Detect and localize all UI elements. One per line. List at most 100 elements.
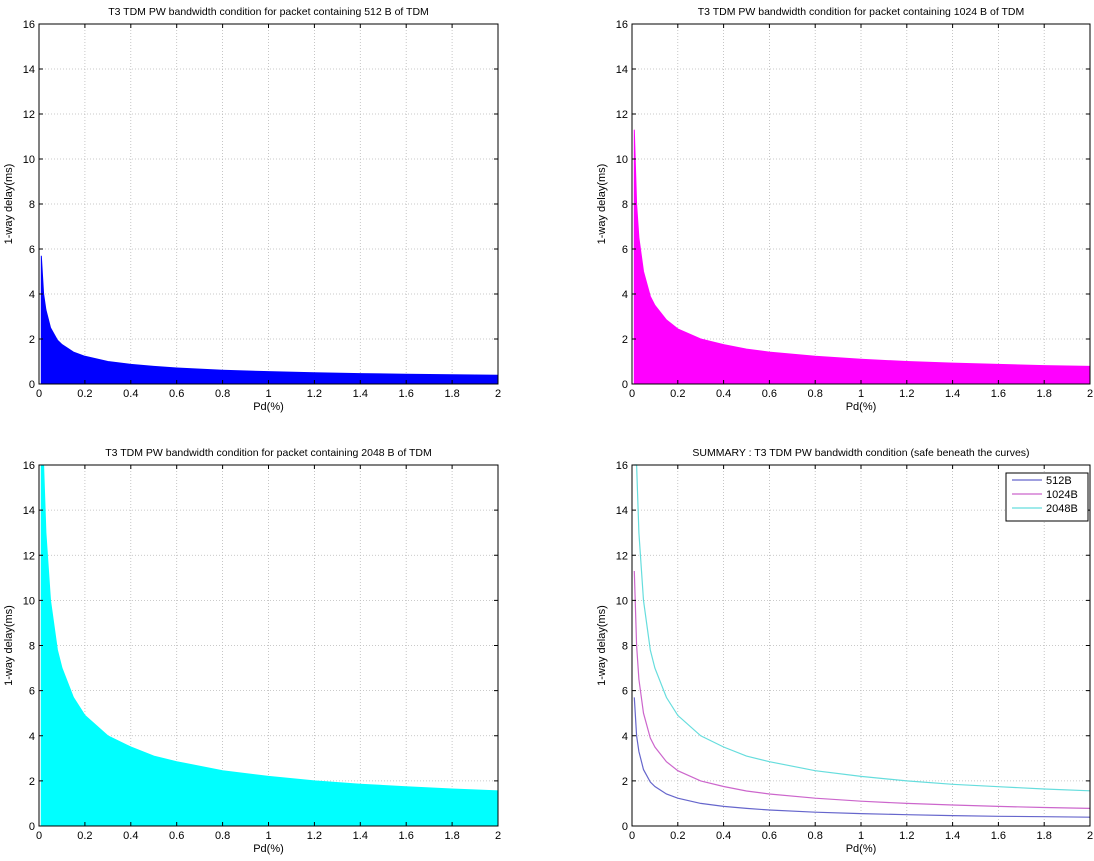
x-tick-label: 0.6 xyxy=(762,830,777,842)
x-tick-label: 2 xyxy=(1087,830,1093,842)
x-tick-label: 1 xyxy=(265,388,271,400)
legend: 512B 1024B 2048B xyxy=(1005,472,1089,522)
x-tick-label: 1.8 xyxy=(1037,830,1052,842)
x-tick-label: 0.8 xyxy=(215,388,230,400)
x-tick-label: 2 xyxy=(1087,388,1093,400)
x-tick-label: 1.8 xyxy=(444,388,459,400)
x-tick-label: 2 xyxy=(495,388,501,400)
y-tick-label: 2 xyxy=(622,334,628,346)
x-tick-label: 0.4 xyxy=(716,830,731,842)
chart-2: 0 0.2 0.4 0.6 0.8 1 1.2 1.4 1.6 1.8 2 0 2 4 6 8 10 12 14 16… xyxy=(596,6,1093,413)
x-tick-label: 1.8 xyxy=(444,830,459,842)
x-axis-label: Pd(%) xyxy=(846,401,877,413)
x-tick-label: 0.2 xyxy=(77,388,92,400)
legend-box xyxy=(1005,472,1089,522)
x-tick-label: 0.4 xyxy=(123,388,138,400)
x-axis-label: Pd(%) xyxy=(253,843,284,855)
chart-1: 0 0.2 0.4 0.6 0.8 1 1.2 1.4 1.6 1.8 2 0 2 4 6 8 10 12 14 16… xyxy=(3,6,501,413)
y-axis-label: 1-way delay(ms) xyxy=(596,164,608,245)
y-tick-label: 6 xyxy=(29,244,35,256)
x-tick-label: 1.2 xyxy=(899,388,914,400)
x-tick-label: 2 xyxy=(495,830,501,842)
x-tick-label: 0.6 xyxy=(762,388,777,400)
x-tick-label: 0.6 xyxy=(169,830,184,842)
x-tick-label: 1.6 xyxy=(991,388,1006,400)
x-tick-label: 0.2 xyxy=(77,830,92,842)
y-tick-label: 16 xyxy=(616,19,628,31)
series-area-1 xyxy=(40,464,499,827)
x-tick-label: 1.4 xyxy=(945,388,960,400)
y-tick-label: 16 xyxy=(616,460,628,472)
y-tick-label: 16 xyxy=(23,460,35,472)
y-tick-label: 10 xyxy=(23,595,35,607)
chart-title: SUMMARY : T3 TDM PW bandwidth condition … xyxy=(692,447,1029,459)
y-tick-label: 0 xyxy=(622,379,628,391)
x-tick-label: 0.8 xyxy=(808,830,823,842)
x-tick-label: 1.2 xyxy=(899,830,914,842)
y-tick-label: 14 xyxy=(23,505,35,517)
chart-4: 0 0.2 0.4 0.6 0.8 1 1.2 1.4 1.6 1.8 2 0 2 4 6 8 10 12 14 16… xyxy=(596,447,1093,855)
x-tick-label: 1.8 xyxy=(1037,388,1052,400)
y-tick-label: 2 xyxy=(29,776,35,788)
x-tick-label: 1.4 xyxy=(945,830,960,842)
x-axis-label: Pd(%) xyxy=(846,843,877,855)
y-tick-label: 10 xyxy=(616,595,628,607)
y-tick-label: 0 xyxy=(29,821,35,833)
y-tick-label: 2 xyxy=(29,334,35,346)
y-tick-label: 14 xyxy=(616,505,628,517)
x-tick-label: 1 xyxy=(858,388,864,400)
x-tick-label: 0 xyxy=(36,388,42,400)
x-tick-label: 0.6 xyxy=(169,388,184,400)
y-tick-label: 10 xyxy=(23,154,35,166)
series-area-1 xyxy=(633,129,1091,385)
y-tick-label: 4 xyxy=(622,289,628,301)
x-tick-label: 1.6 xyxy=(991,830,1006,842)
y-tick-label: 4 xyxy=(29,289,35,301)
legend-label: 1024B xyxy=(1046,489,1078,501)
y-tick-label: 8 xyxy=(622,199,628,211)
x-tick-label: 0 xyxy=(629,830,635,842)
y-tick-label: 12 xyxy=(23,550,35,562)
y-tick-label: 10 xyxy=(616,154,628,166)
legend-label: 512B xyxy=(1046,475,1072,487)
x-tick-label: 0.4 xyxy=(716,388,731,400)
chart-title: T3 TDM PW bandwidth condition for packet… xyxy=(105,447,431,459)
x-tick-label: 1.4 xyxy=(353,830,368,842)
y-axis-label: 1-way delay(ms) xyxy=(596,605,608,686)
y-axis-label: 1-way delay(ms) xyxy=(3,605,15,686)
x-tick-label: 1.4 xyxy=(353,388,368,400)
y-tick-label: 12 xyxy=(23,109,35,121)
chart-title: T3 TDM PW bandwidth condition for packet… xyxy=(698,6,1024,18)
x-tick-label: 0 xyxy=(36,830,42,842)
y-tick-label: 4 xyxy=(29,731,35,743)
y-tick-label: 16 xyxy=(23,19,35,31)
x-tick-label: 1.2 xyxy=(307,388,322,400)
y-tick-label: 8 xyxy=(29,199,35,211)
y-tick-label: 6 xyxy=(29,686,35,698)
y-tick-label: 0 xyxy=(622,821,628,833)
series-line-1 xyxy=(633,697,1091,818)
x-tick-label: 1 xyxy=(265,830,271,842)
y-axis-label: 1-way delay(ms) xyxy=(3,164,15,245)
y-tick-label: 12 xyxy=(616,550,628,562)
series-area-1 xyxy=(40,255,499,385)
x-tick-label: 0.2 xyxy=(670,830,685,842)
y-tick-label: 8 xyxy=(622,641,628,653)
y-tick-label: 14 xyxy=(23,64,35,76)
y-tick-label: 0 xyxy=(29,379,35,391)
x-tick-label: 1.2 xyxy=(307,830,322,842)
y-tick-label: 12 xyxy=(616,109,628,121)
x-tick-label: 1.6 xyxy=(399,388,414,400)
y-tick-label: 6 xyxy=(622,244,628,256)
y-tick-label: 4 xyxy=(622,731,628,743)
series-line-3 xyxy=(634,464,1091,792)
x-tick-label: 1.6 xyxy=(399,830,414,842)
chart-title: T3 TDM PW bandwidth condition for packet… xyxy=(108,6,429,18)
series-line-2 xyxy=(633,570,1091,809)
x-tick-label: 0 xyxy=(629,388,635,400)
y-tick-label: 8 xyxy=(29,641,35,653)
legend-label: 2048B xyxy=(1046,503,1078,515)
x-tick-label: 0.2 xyxy=(670,388,685,400)
y-tick-label: 2 xyxy=(622,776,628,788)
